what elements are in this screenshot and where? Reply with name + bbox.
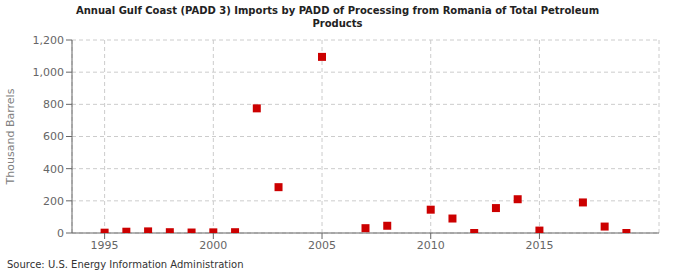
svg-text:Thousand Barrels: Thousand Barrels — [8, 88, 17, 185]
svg-text:400: 400 — [43, 163, 64, 176]
svg-text:200: 200 — [43, 195, 64, 208]
svg-text:0: 0 — [57, 227, 64, 240]
svg-text:1,200: 1,200 — [33, 34, 65, 47]
html-text:Products: Products — [312, 18, 363, 29]
html-text:Annual Gulf Coast (PADD 3) Imp: Annual Gulf Coast (PADD 3) Imports by PA… — [75, 5, 600, 16]
svg-text:2000: 2000 — [199, 239, 227, 252]
svg-text:1,000: 1,000 — [33, 66, 65, 79]
svg-text:2010: 2010 — [417, 239, 445, 252]
svg-text:2005: 2005 — [308, 239, 336, 252]
svg-text:1995: 1995 — [91, 239, 119, 252]
svg-text:600: 600 — [43, 130, 64, 143]
svg-text:800: 800 — [43, 98, 64, 111]
svg-text:2015: 2015 — [525, 239, 553, 252]
html-text:Source: U.S. Energy Informatio: Source: U.S. Energy Information Administ… — [7, 259, 244, 270]
